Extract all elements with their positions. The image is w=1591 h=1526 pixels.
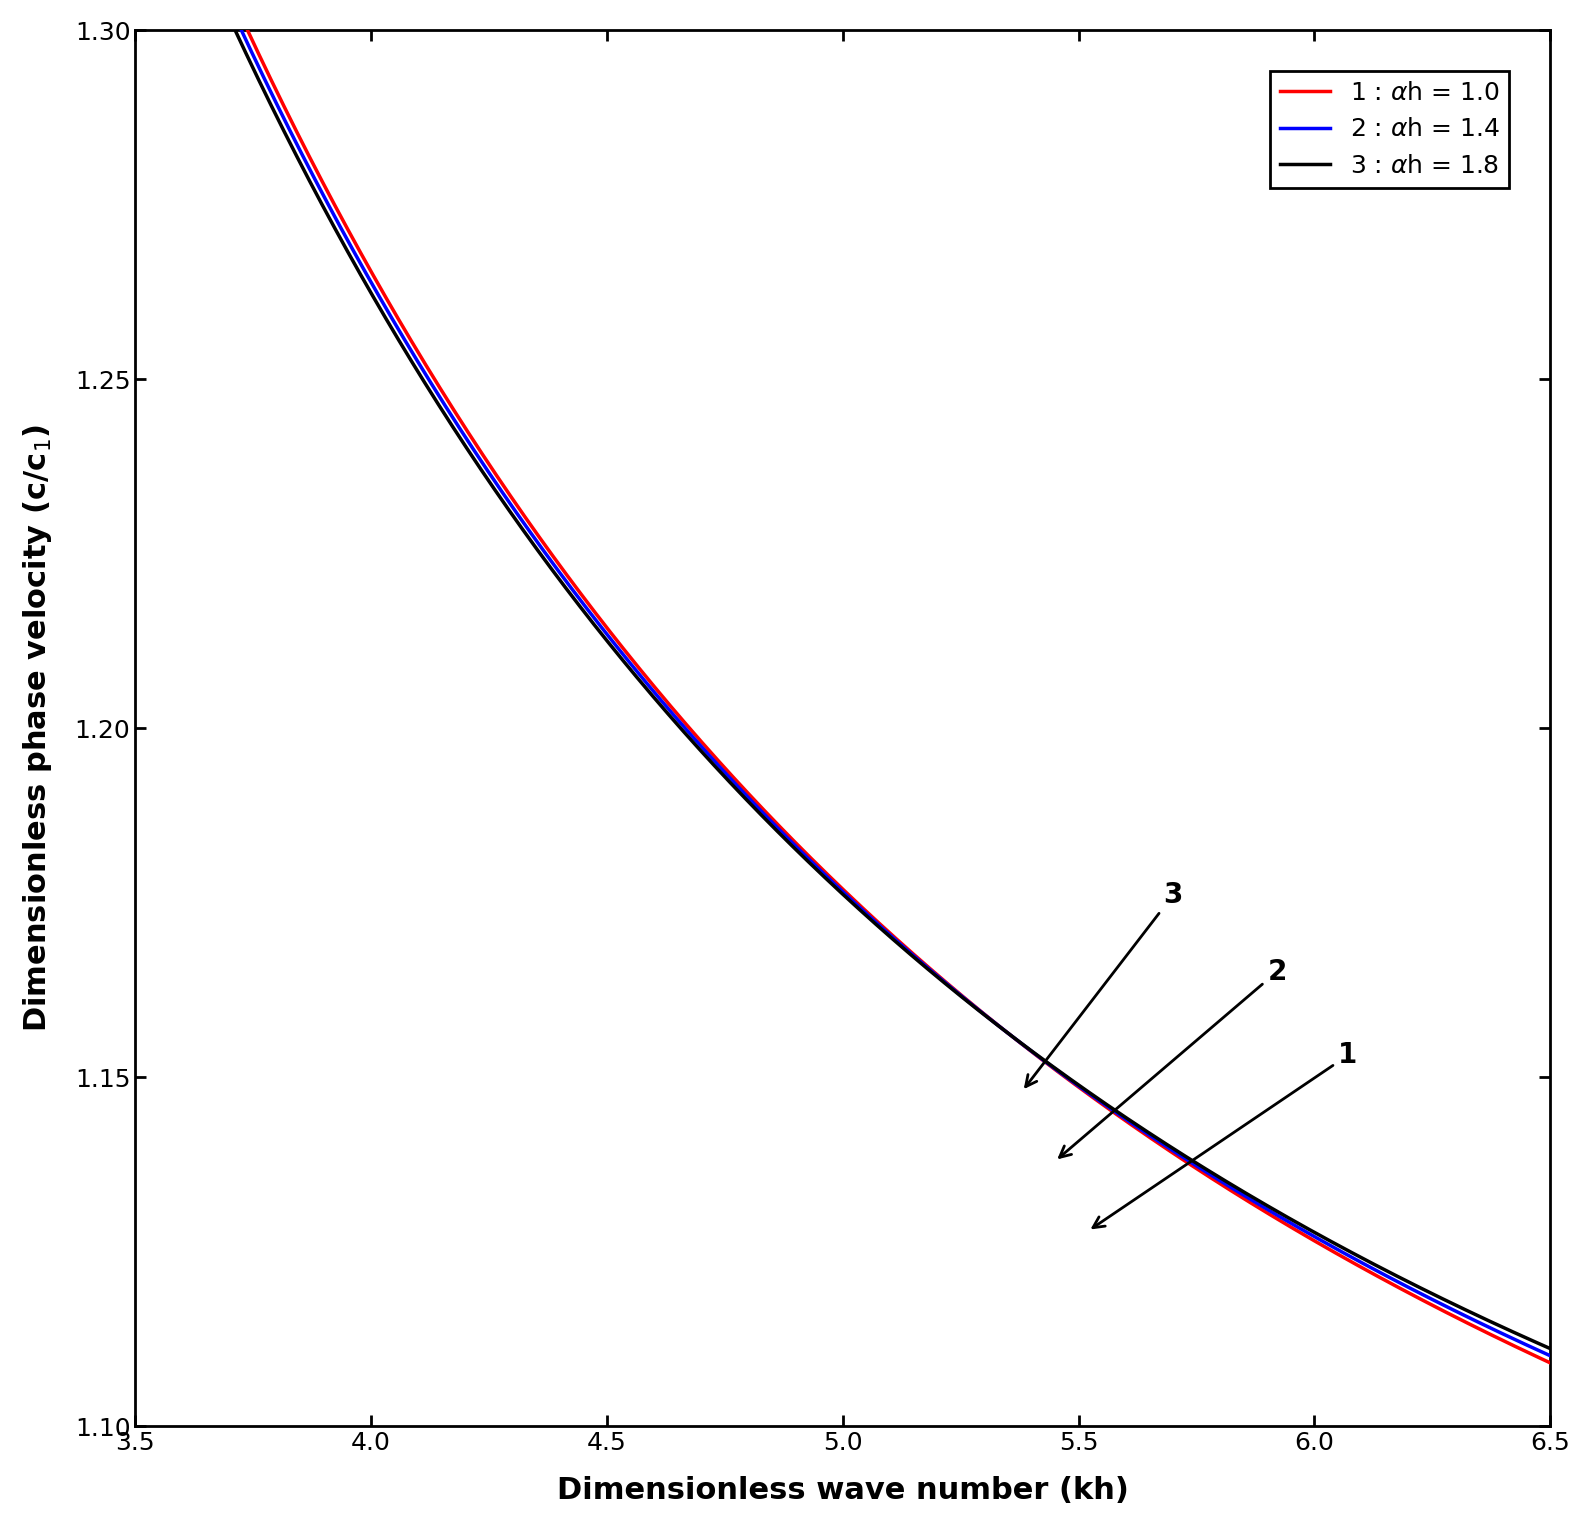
Text: 3: 3	[1026, 881, 1182, 1087]
Legend: 1 : $\alpha$h = 1.0, 2 : $\alpha$h = 1.4, 3 : $\alpha$h = 1.8: 1 : $\alpha$h = 1.0, 2 : $\alpha$h = 1.4…	[1270, 70, 1510, 188]
Text: 1: 1	[1093, 1041, 1357, 1228]
X-axis label: Dimensionless wave number (kh): Dimensionless wave number (kh)	[557, 1476, 1128, 1505]
Y-axis label: Dimensionless phase velocity (c/c$_1$): Dimensionless phase velocity (c/c$_1$)	[21, 424, 54, 1032]
Text: 2: 2	[1060, 958, 1287, 1157]
